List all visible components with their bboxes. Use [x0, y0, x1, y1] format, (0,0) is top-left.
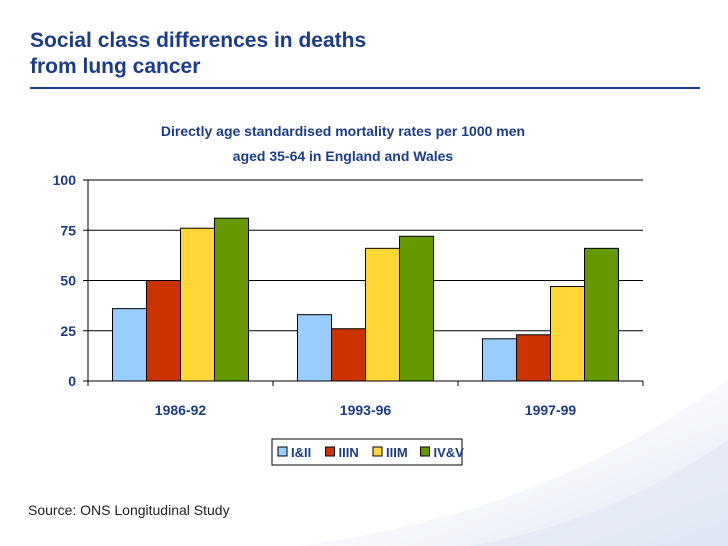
x-tick-label-1986-92: 1986-92 [155, 402, 207, 418]
title-underline [30, 87, 700, 89]
legend-swatch-IVV [420, 446, 430, 457]
bar-III-1986-92 [112, 308, 147, 382]
bar-IIIM-1997-99 [550, 286, 585, 382]
bar-IIIN-1986-92 [146, 280, 181, 382]
bar-IVV-1986-92 [214, 217, 249, 382]
y-tick-label-0: 0 [68, 373, 76, 389]
legend-swatch-III [277, 446, 288, 457]
bar-IIIN-1993-96 [331, 328, 366, 382]
x-tick-label-1993-96: 1993-96 [340, 402, 392, 418]
y-tick-label-75: 75 [60, 222, 76, 238]
bar-IVV-1997-99 [584, 247, 619, 382]
chart-title-line-1: Directly age standardised mortality rate… [161, 123, 525, 139]
bar-III-1997-99 [482, 338, 517, 382]
slide-title: Social class differences in deaths from … [30, 28, 366, 80]
x-tick-label-1997-99: 1997-99 [525, 402, 577, 418]
legend-label-IIIN: IIIN [339, 445, 359, 460]
bar-IIIM-1993-96 [365, 247, 400, 382]
legend-label-IIIM: IIIM [386, 445, 408, 460]
legend-swatch-IIIM [372, 446, 383, 457]
bar-III-1993-96 [297, 314, 332, 382]
slide-title-line-2: from lung cancer [30, 55, 201, 78]
slide-title-line-1: Social class differences in deaths [30, 29, 367, 52]
bar-IIIM-1986-92 [180, 227, 215, 382]
legend-swatch-IIIN [325, 446, 335, 457]
bar-IVV-1993-96 [399, 235, 434, 382]
y-tick-label-50: 50 [60, 273, 76, 289]
legend-box [271, 438, 463, 466]
bar-IIIN-1997-99 [516, 334, 551, 382]
legend-label-III: I&II [291, 445, 311, 460]
legend-label-IVV: IV&V [434, 445, 465, 460]
y-tick-label-25: 25 [60, 323, 76, 339]
source-note: Source: ONS Longitudinal Study [28, 502, 230, 518]
chart-title-line-2: aged 35-64 in England and Wales [233, 148, 454, 164]
y-tick-label-100: 100 [53, 172, 77, 188]
